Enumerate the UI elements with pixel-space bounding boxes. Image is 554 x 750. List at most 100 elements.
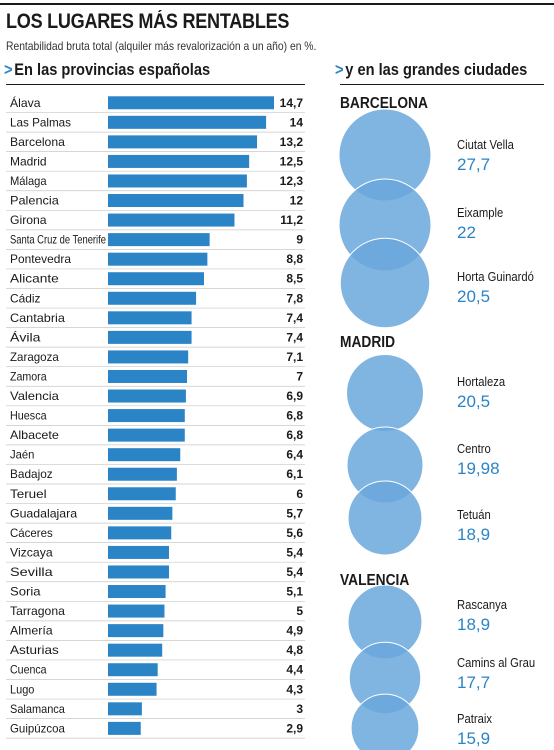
district-value: 20,5	[457, 287, 491, 306]
province-value: 6,8	[286, 428, 303, 442]
province-bar	[108, 311, 192, 325]
province-label: Salamanca	[10, 702, 65, 716]
province-value: 12,3	[280, 174, 304, 188]
district-value: 27,7	[457, 155, 491, 174]
province-label: Barcelona	[10, 135, 65, 149]
district-name: Rascanya	[457, 598, 508, 612]
province-value: 14	[290, 115, 304, 129]
province-label: Tarragona	[10, 604, 65, 618]
province-bar	[108, 369, 188, 383]
province-value: 13,2	[280, 135, 304, 149]
province-value: 14,7	[280, 96, 304, 110]
province-label: Málaga	[10, 174, 47, 188]
province-value: 3	[296, 702, 303, 716]
city-heading: BARCELONA	[340, 95, 428, 112]
province-label: Pontevedra	[10, 252, 71, 266]
province-bar	[108, 115, 267, 129]
province-value: 4,9	[286, 624, 303, 638]
city-heading: VALENCIA	[340, 572, 410, 589]
province-bar	[108, 252, 208, 266]
cities-heading-rule	[340, 84, 544, 85]
province-label: Teruel	[10, 487, 47, 501]
province-label: Madrid	[10, 154, 47, 168]
province-value: 6,4	[286, 448, 303, 462]
province-value: 5,4	[286, 565, 303, 579]
province-bar	[108, 682, 157, 696]
province-bar	[108, 330, 192, 344]
district-name: Patraix	[457, 712, 493, 726]
province-value: 4,3	[286, 682, 303, 696]
province-value: 7,8	[286, 291, 303, 305]
province-label: Girona	[10, 213, 47, 227]
province-bar	[108, 702, 142, 716]
province-value: 7	[296, 369, 303, 383]
province-label: Santa Cruz de Tenerife	[10, 233, 106, 247]
province-label: Lugo	[10, 682, 35, 696]
province-value: 5,4	[286, 545, 303, 559]
province-bar	[108, 154, 250, 168]
chevron-right-icon: >	[4, 60, 13, 79]
province-label: Sevilla	[10, 565, 53, 579]
province-bar	[108, 174, 247, 188]
province-bar	[108, 624, 164, 638]
province-bar	[108, 428, 185, 442]
province-label: Las Palmas	[10, 115, 71, 129]
province-value: 8,5	[286, 272, 303, 286]
province-bar	[108, 545, 169, 559]
province-bar	[108, 96, 274, 110]
province-value: 5	[296, 604, 303, 618]
district-value: 19,98	[457, 459, 500, 478]
province-bar	[108, 721, 141, 735]
province-value: 5,7	[286, 506, 303, 520]
province-bar	[108, 409, 185, 423]
province-value: 12,5	[280, 154, 304, 168]
province-bar	[108, 135, 258, 149]
province-label: Zamora	[10, 369, 47, 383]
district-name: Centro	[457, 442, 491, 456]
province-bar	[108, 272, 204, 286]
province-label: Almería	[10, 624, 53, 638]
province-bar	[108, 604, 165, 618]
province-bar	[108, 350, 189, 364]
province-label: Ávila	[10, 329, 41, 344]
province-bar	[108, 526, 172, 540]
district-value: 15,9	[457, 729, 491, 748]
province-value: 6,1	[286, 467, 303, 481]
province-value: 2,9	[286, 721, 303, 735]
province-value: 11,2	[280, 213, 303, 227]
province-label: Guipúzcoa	[10, 721, 65, 735]
page-subtitle: Rentabilidad bruta total (alquiler más r…	[6, 39, 317, 53]
province-bar	[108, 448, 181, 462]
district-value: 20,5	[457, 392, 491, 411]
province-label: Cuenca	[10, 663, 47, 677]
province-value: 6,8	[286, 409, 303, 423]
province-bar	[108, 467, 177, 481]
provinces-heading-text: En las provincias españolas	[14, 60, 211, 79]
province-label: Guadalajara	[10, 506, 77, 520]
provinces-heading-rule	[6, 84, 305, 85]
cities-heading-text: y en las grandes ciudades	[345, 60, 528, 79]
province-label: Palencia	[10, 194, 59, 208]
province-bar	[108, 213, 235, 227]
province-label: Zaragoza	[10, 350, 59, 364]
province-label: Cáceres	[10, 526, 53, 540]
top-rule	[0, 3, 554, 5]
province-bar	[108, 291, 197, 305]
chevron-right-icon: >	[335, 60, 344, 79]
province-bar	[108, 643, 163, 657]
district-name: Camins al Grau	[457, 656, 536, 670]
district-value: 18,9	[457, 615, 491, 634]
province-label: Vizcaya	[10, 545, 53, 559]
cities-heading: > y en las grandes ciudades	[335, 60, 527, 80]
district-bubble	[347, 480, 423, 556]
district-name: Tetuán	[457, 508, 491, 522]
province-value: 4,8	[286, 643, 303, 657]
district-bubble	[346, 354, 424, 432]
province-bar	[108, 585, 166, 599]
province-label: Albacete	[10, 428, 59, 442]
district-name: Horta Guinardó	[457, 270, 534, 284]
province-label: Badajoz	[10, 467, 53, 481]
provinces-heading: > En las provincias españolas	[4, 60, 210, 80]
city-heading: MADRID	[340, 334, 396, 351]
